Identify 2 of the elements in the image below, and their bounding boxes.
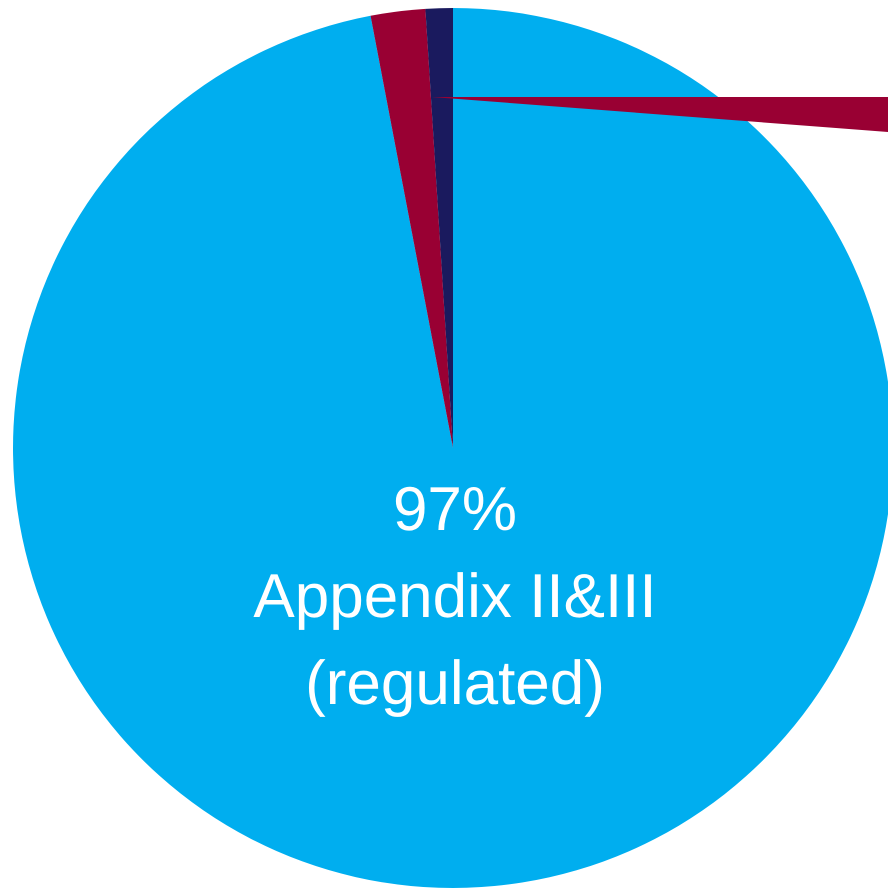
data-label: 97% [392,475,518,544]
slice-label: Appendix II&III (regulated) [253,562,657,718]
